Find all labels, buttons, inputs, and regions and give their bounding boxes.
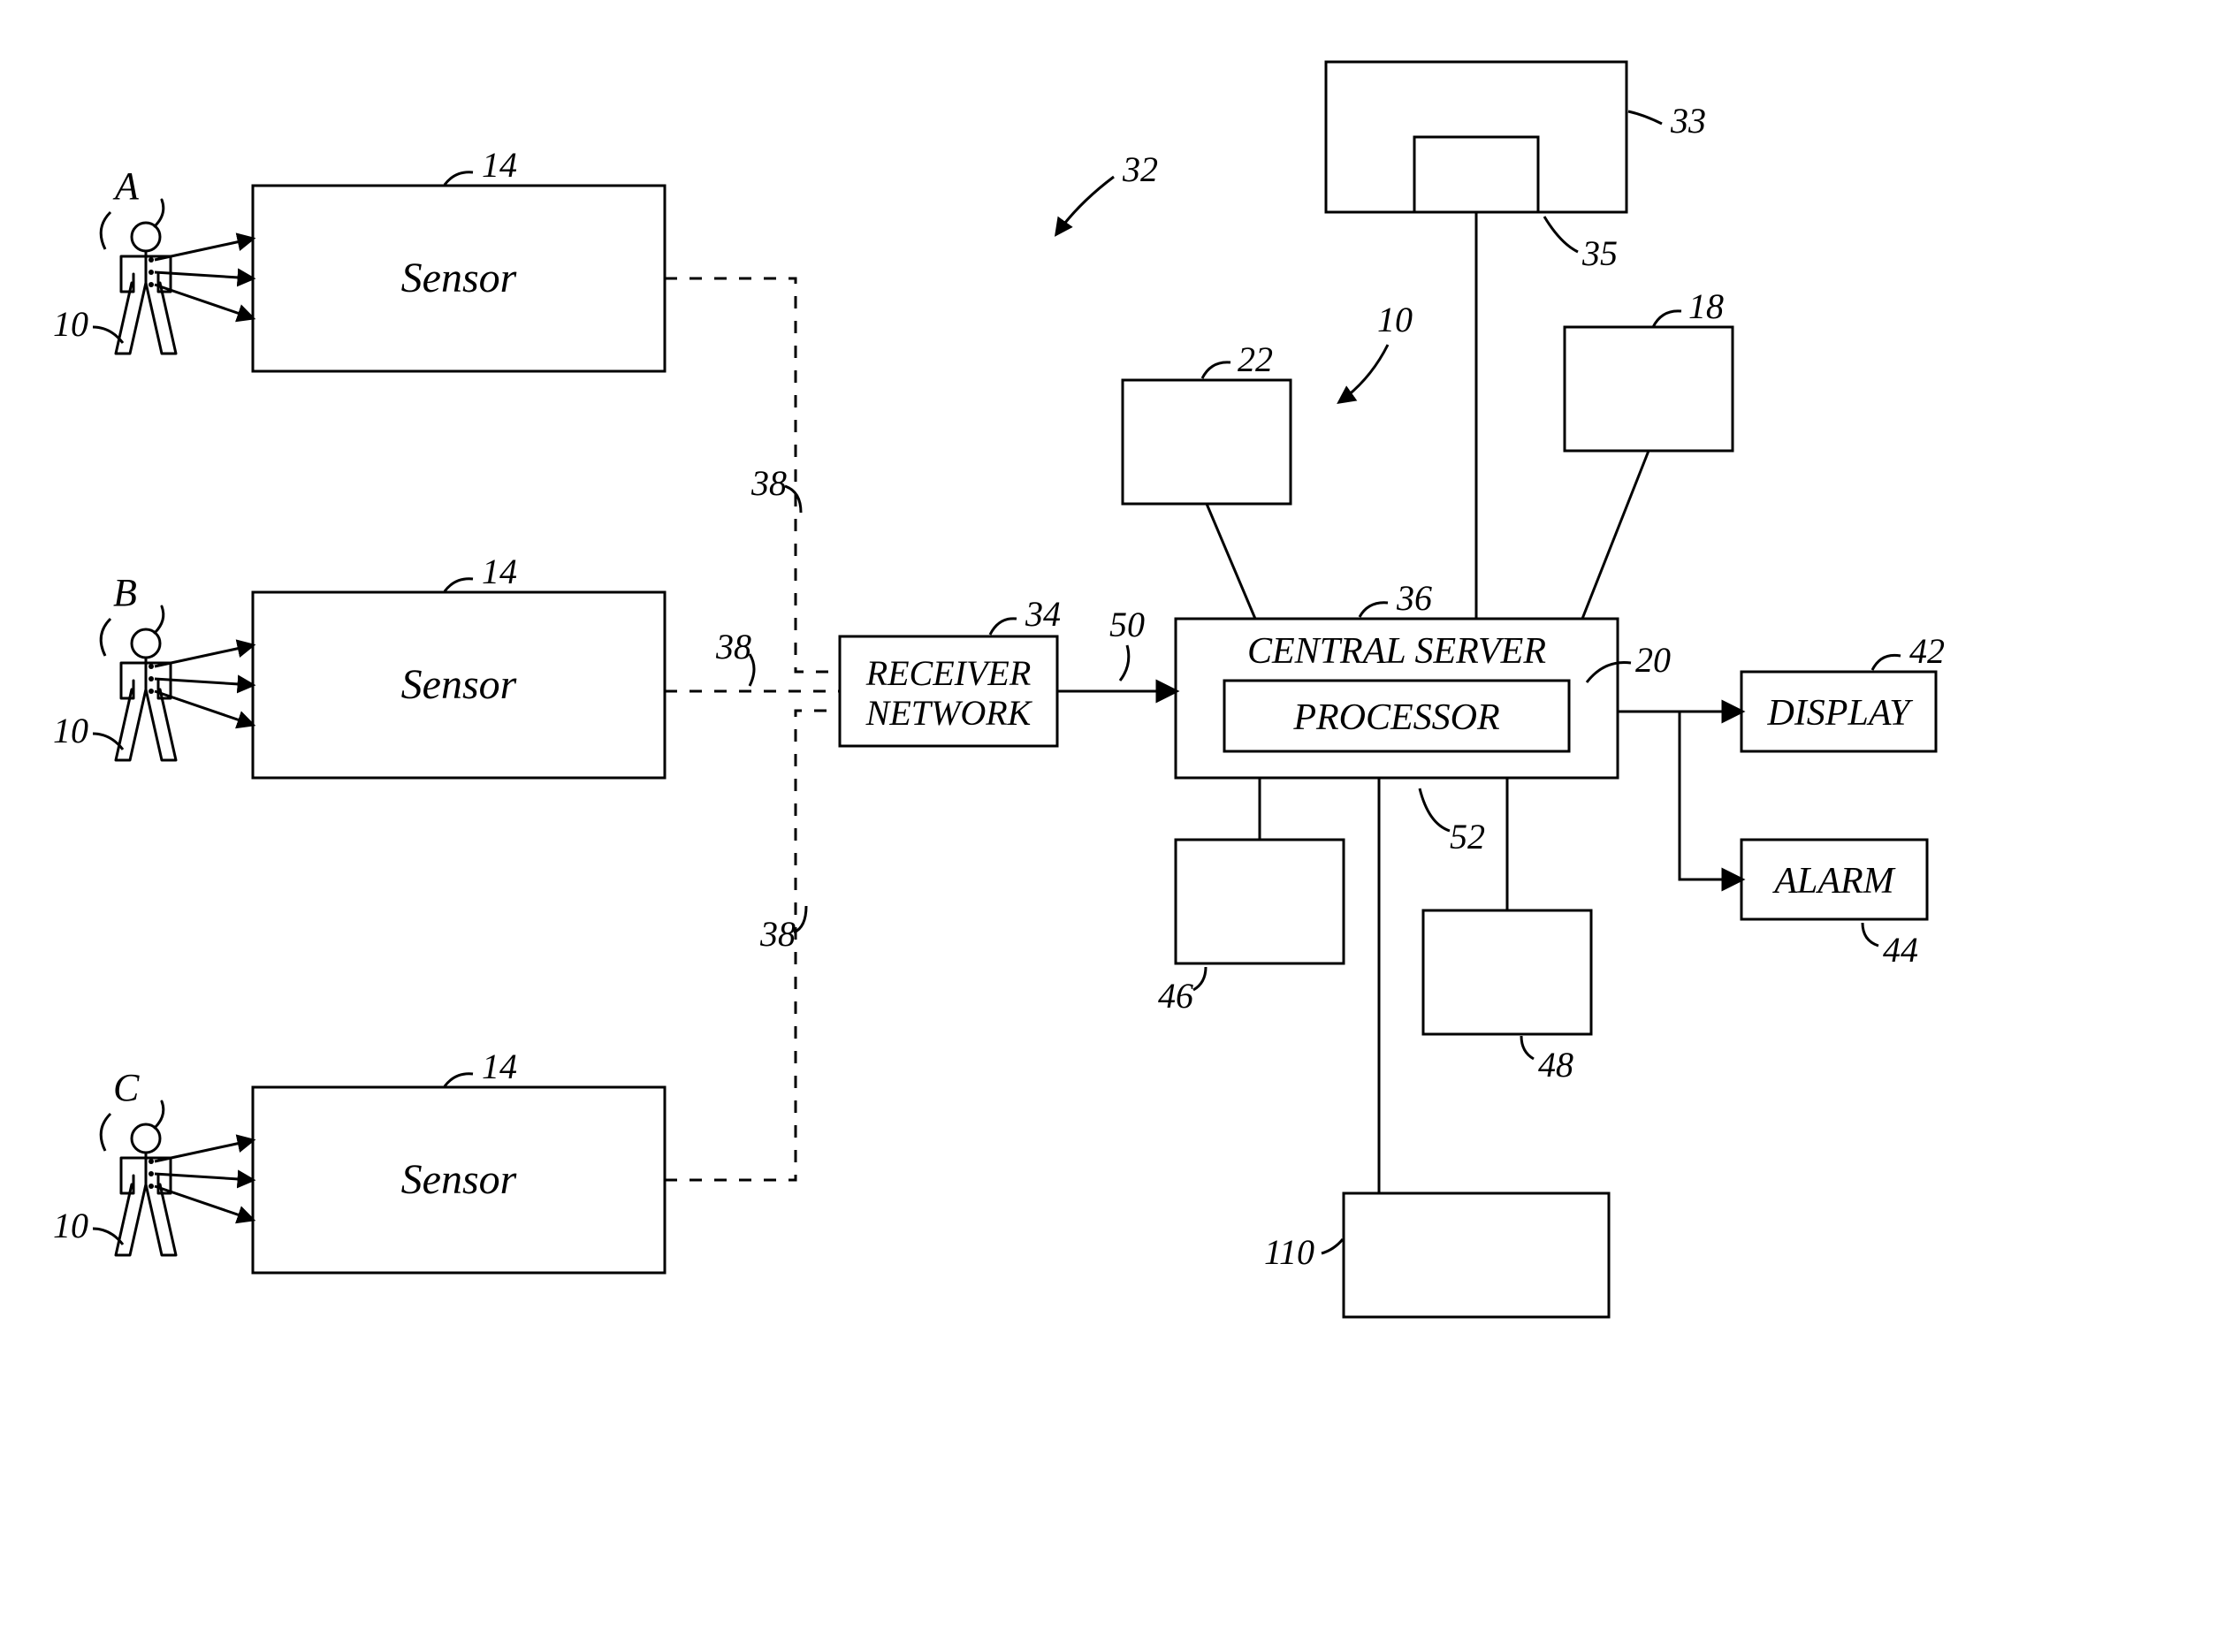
person-a: A 10 — [53, 164, 253, 354]
ref-10-c: 10 — [53, 1206, 88, 1245]
sensor-b: Sensor 14 — [253, 552, 665, 778]
sensor-c-label: Sensor — [401, 1156, 517, 1203]
processor-label: PROCESSOR — [1292, 697, 1499, 738]
ref-38-a: 38 — [750, 463, 787, 503]
diagram-svg: A 10 Sensor 14 B 10 Sensor 14 C — [0, 0, 2217, 1652]
ref-34: 34 — [1025, 594, 1061, 634]
ref-10-a: 10 — [53, 304, 88, 344]
link-sensor-c-receiver — [665, 711, 840, 1180]
ref-18: 18 — [1688, 286, 1724, 326]
ref-22: 22 — [1238, 339, 1273, 379]
ref-42: 42 — [1909, 631, 1945, 671]
ref-36: 36 — [1396, 578, 1432, 618]
sensor-a-label: Sensor — [401, 255, 517, 301]
alarm-box: ALARM 44 — [1741, 840, 1927, 970]
person-b-label: B — [113, 571, 137, 614]
ref-32: 32 — [1056, 149, 1158, 234]
central-server: CENTRAL SERVER 36 PROCESSOR 20 52 — [1176, 578, 1671, 856]
box-48: 48 — [1423, 778, 1591, 1085]
sensor-c: Sensor 14 — [253, 1047, 665, 1273]
box-18: 18 — [1565, 286, 1733, 619]
box-33: 33 35 — [1326, 62, 1706, 619]
ref-50: 50 — [1109, 605, 1145, 644]
sensor-a: Sensor 14 — [253, 145, 665, 371]
ref-38-b: 38 — [715, 627, 751, 666]
ref-10-top: 10 — [1339, 300, 1413, 402]
ref-38-c: 38 — [759, 914, 796, 954]
ref-110: 110 — [1264, 1232, 1314, 1272]
receiver-network: RECEIVER NETWORK 34 — [840, 594, 1061, 746]
display-label: DISPLAY — [1766, 693, 1914, 734]
sensor-b-label: Sensor — [401, 661, 517, 708]
ref-35: 35 — [1581, 233, 1618, 273]
ref-14-c: 14 — [482, 1047, 517, 1086]
person-a-label: A — [112, 164, 140, 208]
person-c-label: C — [113, 1066, 140, 1109]
central-server-label: CENTRAL SERVER — [1247, 631, 1546, 672]
ref-14-a: 14 — [482, 145, 517, 185]
link-server-alarm — [1680, 712, 1741, 879]
receiver-label-1: RECEIVER — [865, 653, 1032, 693]
ref-14-b: 14 — [482, 552, 517, 591]
ref-20: 20 — [1635, 640, 1671, 680]
box-22: 22 — [1123, 339, 1291, 619]
display-box: DISPLAY 42 — [1741, 631, 1945, 751]
ref-10-b: 10 — [53, 711, 88, 750]
ref-44: 44 — [1883, 930, 1918, 970]
ref-48: 48 — [1538, 1045, 1573, 1085]
alarm-label: ALARM — [1771, 861, 1895, 902]
receiver-label-2: NETWORK — [865, 693, 1033, 733]
ref-33: 33 — [1670, 101, 1706, 141]
ref-52: 52 — [1450, 817, 1485, 856]
person-b: B 10 — [53, 571, 253, 760]
ref-46: 46 — [1158, 976, 1193, 1016]
svg-text:10: 10 — [1377, 300, 1413, 339]
box-46: 46 — [1158, 778, 1344, 1016]
svg-text:32: 32 — [1122, 149, 1158, 189]
person-c: C 10 — [53, 1066, 253, 1255]
